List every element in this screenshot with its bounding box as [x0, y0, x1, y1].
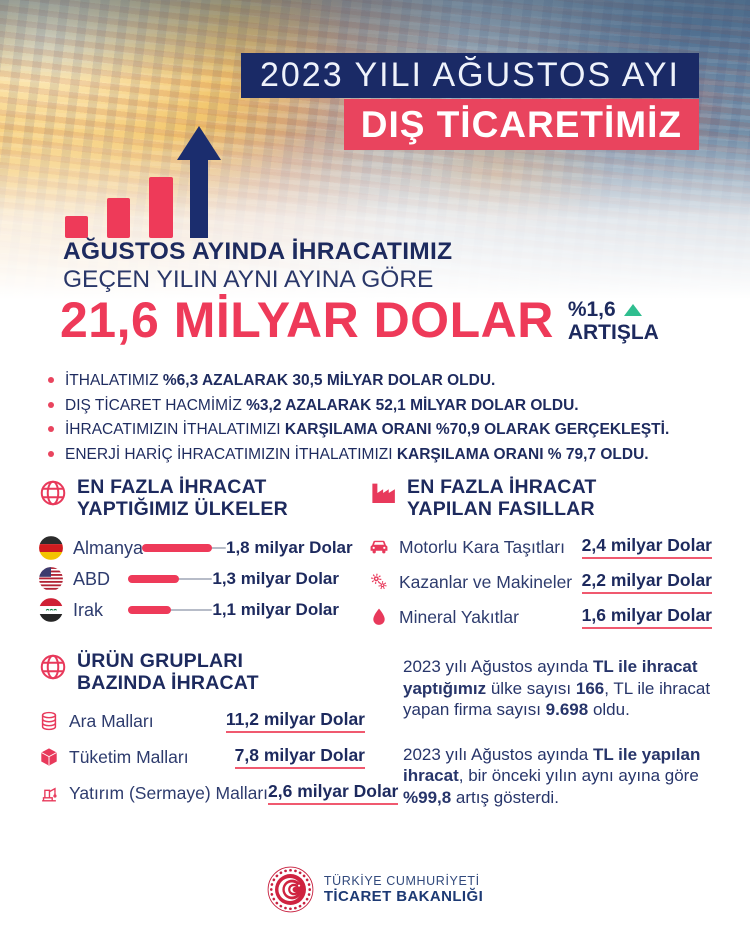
product-groups-section: ÜRÜN GRUPLARI BAZINDA İHRACAT Ara Mallar…	[38, 650, 399, 817]
tl-paragraph: 2023 yılı Ağustos ayında TL ile yapılan …	[403, 744, 701, 807]
up-triangle-icon	[623, 303, 642, 316]
title-year-text: 2023 YILI AĞUSTOS AYI	[259, 56, 680, 94]
chapters-section-title: EN FAZLA İHRACAT YAPILAN FASILLAR	[407, 476, 597, 520]
chapter-row: Kazanlar ve Makineler 2,2 milyar Dolar	[368, 570, 712, 594]
product-group-label: Yatırım (Sermaye) Malları	[69, 782, 269, 803]
change-label: ARTIŞLA	[567, 321, 659, 344]
countries-section-title: EN FAZLA İHRACAT YAPTIĞIMIZ ÜLKELER	[77, 476, 288, 520]
country-value: 1,1 milyar Dolar	[212, 600, 339, 619]
product-group-label: Ara Malları	[69, 710, 154, 731]
change-block: %1,6 ARTIŞLA	[568, 294, 659, 344]
product-groups-title: ÜRÜN GRUPLARI BAZINDA İHRACAT	[77, 650, 259, 694]
box-icon	[38, 746, 60, 768]
product-group-value: 7,8 milyar Dolar	[234, 745, 365, 769]
top-export-chapters-section: EN FAZLA İHRACAT YAPILAN FASILLAR Motorl…	[368, 476, 712, 640]
product-group-value: 2,6 milyar Dolar	[268, 781, 399, 805]
country-rows: Almanya 1,8 milyar Dolar ABD 1,3 milyar …	[38, 535, 353, 623]
country-value: 1,8 milyar Dolar	[226, 538, 353, 557]
crane-icon	[38, 782, 60, 804]
ministry-name-line1: TÜRKİYE CUMHURİYETİ	[323, 874, 480, 888]
country-bar-track	[128, 575, 213, 583]
chapter-value: 2,2 milyar Dolar	[581, 570, 712, 594]
iraq-flag	[38, 597, 64, 623]
germany-flag	[38, 535, 64, 561]
country-row: Irak 1,1 milyar Dolar	[38, 597, 339, 623]
globe-icon	[38, 478, 68, 508]
product-group-row: Ara Malları 11,2 milyar Dolar	[38, 709, 365, 733]
ministry-logo: TÜRKİYE CUMHURİYETİ TİCARET BAKANLIĞI	[0, 866, 750, 913]
key-stat-item: İHRACATIMIZIN İTHALATIMIZI KARŞILAMA ORA…	[48, 421, 698, 439]
ministry-name-line2: TİCARET BAKANLIĞI	[323, 888, 484, 905]
country-name: Irak	[73, 599, 104, 620]
key-stat-item: ENERJİ HARİÇ İHRACATIMIZIN İTHALATIMIZI …	[48, 446, 698, 464]
headline: AĞUSTOS AYINDA İHRACATIMIZ GEÇEN YILIN A…	[63, 238, 452, 294]
headline-line1: AĞUSTOS AYINDA İHRACATIMIZ	[63, 238, 453, 265]
tl-paragraph: 2023 yılı Ağustos ayında TL ile ihracat …	[403, 657, 711, 719]
product-group-label: Tüketim Malları	[69, 746, 189, 767]
country-row: ABD 1,3 milyar Dolar	[38, 566, 339, 592]
bar-icon-small	[65, 216, 88, 238]
product-group-row: Tüketim Malları 7,8 milyar Dolar	[38, 745, 365, 769]
bar-icon-medium	[107, 198, 130, 238]
bar-icon-large	[149, 177, 173, 238]
chapter-value: 2,4 milyar Dolar	[581, 535, 712, 559]
usa-flag	[38, 566, 64, 592]
gears-icon	[368, 571, 390, 593]
country-bar-fill	[128, 606, 172, 614]
title-banner-year: 2023 YILI AĞUSTOS AYI	[240, 53, 699, 98]
chapter-label: Mineral Yakıtlar	[399, 606, 519, 627]
chapter-label: Kazanlar ve Makineler	[399, 571, 573, 592]
title-subject-text: DIŞ TİCARETİMİZ	[360, 103, 682, 145]
country-value: 1,3 milyar Dolar	[212, 569, 339, 588]
country-bar-fill	[128, 575, 179, 583]
key-stat-item: İTHALATIMIZ %6,3 AZALARAK 30,5 MİLYAR DO…	[48, 372, 698, 390]
change-percent: %1,6	[567, 298, 616, 321]
up-arrow-icon	[177, 126, 221, 238]
country-bar-fill	[142, 544, 212, 552]
key-stat-item: DIŞ TİCARET HACMİMİZ %3,2 AZALARAK 52,1 …	[48, 397, 698, 415]
top-export-countries-section: EN FAZLA İHRACAT YAPTIĞIMIZ ÜLKELER Alma…	[38, 476, 353, 628]
title-banner-subject: DIŞ TİCARETİMİZ	[343, 99, 699, 150]
product-group-rows: Ara Malları 11,2 milyar Dolar Tüketim Ma…	[38, 709, 399, 805]
globe-icon	[38, 652, 68, 682]
country-bar-track	[128, 606, 213, 614]
product-group-row: Yatırım (Sermaye) Malları 2,6 milyar Dol…	[38, 781, 399, 805]
chapter-label: Motorlu Kara Taşıtları	[399, 536, 565, 557]
chapter-rows: Motorlu Kara Taşıtları 2,4 milyar Dolar …	[368, 535, 712, 629]
factory-icon	[368, 478, 398, 508]
export-amount-row: 21,6 MİLYAR DOLAR %1,6 ARTIŞLA	[60, 294, 659, 346]
export-amount-value: 21,6 MİLYAR DOLAR	[60, 292, 554, 348]
growth-chart-icon	[60, 126, 230, 238]
product-group-value: 11,2 milyar Dolar	[225, 709, 365, 733]
country-bar-track	[142, 544, 226, 552]
key-stats-list: İTHALATIMIZ %6,3 AZALARAK 30,5 MİLYAR DO…	[48, 372, 698, 470]
car-icon	[368, 536, 390, 558]
tl-exports-text: 2023 yılı Ağustos ayında TL ile ihracat …	[403, 656, 715, 831]
chapter-row: Motorlu Kara Taşıtları 2,4 milyar Dolar	[368, 535, 712, 559]
white-fade-overlay	[0, 0, 750, 312]
droplet-icon	[368, 606, 390, 628]
database-icon	[38, 710, 60, 732]
chapter-value: 1,6 milyar Dolar	[581, 605, 712, 629]
country-name: Almanya	[73, 537, 144, 558]
country-name: ABD	[73, 568, 111, 589]
ministry-emblem-icon	[267, 866, 314, 913]
country-row: Almanya 1,8 milyar Dolar	[38, 535, 353, 561]
headline-line2: GEÇEN YILIN AYNI AYINA GÖRE	[63, 266, 434, 293]
chapter-row: Mineral Yakıtlar 1,6 milyar Dolar	[368, 605, 712, 629]
port-photo-background	[0, 0, 750, 312]
